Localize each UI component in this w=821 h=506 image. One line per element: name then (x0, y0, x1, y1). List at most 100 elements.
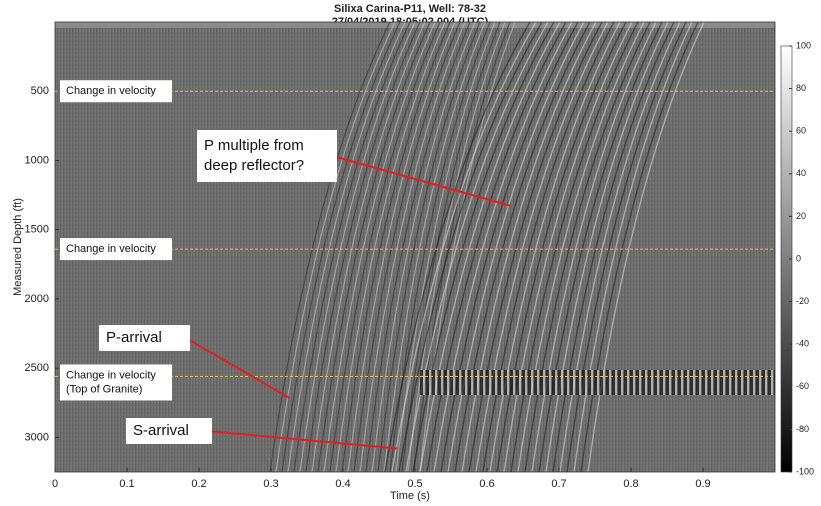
wavefront (371, 22, 476, 472)
wavefront (398, 22, 543, 472)
wavefront (545, 22, 669, 472)
colorbar-tick-label: -80 (796, 424, 809, 434)
colorbar-tick-label: -40 (796, 339, 809, 349)
wavefront (269, 22, 391, 472)
wavefront (384, 22, 531, 472)
wavefront (405, 22, 549, 472)
annotation-arrow (332, 155, 511, 207)
horizon-label-box (60, 364, 172, 401)
wavefront (524, 22, 651, 472)
wavefront (447, 22, 585, 472)
wavefront (461, 22, 597, 472)
wavefront (305, 22, 421, 472)
wavefront (419, 22, 561, 472)
wavefront (510, 22, 639, 472)
wavefront (482, 22, 615, 472)
wavefront (287, 22, 406, 472)
y-tick-label: 2500 (25, 362, 49, 374)
horizon-label: Change in velocity (66, 369, 156, 381)
wavefront (413, 22, 511, 472)
x-tick-label: 0.8 (623, 478, 638, 490)
wavefront (365, 22, 471, 472)
horizon-label: Change in velocity (66, 243, 156, 255)
y-tick-label: 2000 (25, 293, 49, 305)
colorbar-tick-label: 40 (796, 168, 806, 178)
annotation-text: P multiple from (204, 137, 304, 154)
wavefront (517, 22, 645, 472)
annotation-arrow (207, 430, 398, 450)
annotation-box (126, 418, 212, 444)
wavefront (559, 22, 681, 472)
y-axis-label: Measured Depth (ft) (12, 198, 24, 296)
wavefront (377, 22, 481, 472)
x-tick-label: 0.9 (695, 478, 710, 490)
chart-title: Silixa Carina-P11, Well: 78-32 (334, 3, 486, 15)
colorbar-tick-label: 100 (796, 40, 811, 50)
wavefront (538, 22, 663, 472)
wavefront (293, 22, 411, 472)
y-tick-label: 1000 (25, 154, 49, 166)
wavefront (401, 22, 501, 472)
colorbar-tick-label: 20 (796, 211, 806, 221)
x-tick-label: 0.4 (335, 478, 350, 490)
wavefront (299, 22, 416, 472)
y-tick-label: 500 (31, 85, 49, 97)
wavefront (275, 22, 396, 472)
wavefront (475, 22, 609, 472)
wavefront (347, 22, 456, 472)
horizon-label-box (60, 80, 172, 103)
colorbar-tick-label: -60 (796, 381, 809, 391)
annotation-text: deep reflector? (204, 157, 304, 174)
wavefront (359, 22, 466, 472)
annotation-arrow (185, 337, 291, 400)
wavefront (335, 22, 446, 472)
wavefront (329, 22, 441, 472)
x-tick-label: 0 (52, 478, 58, 490)
wavefront (426, 22, 567, 472)
wavefront (503, 22, 633, 472)
x-tick-label: 0.7 (551, 478, 566, 490)
wavefront (489, 22, 621, 472)
wavefront (407, 22, 506, 472)
wavefront (311, 22, 426, 472)
colorbar-tick-label: 60 (796, 126, 806, 136)
wavefront (468, 22, 603, 472)
colorbar-tick-label: -100 (796, 466, 814, 476)
horizon-label: Change in velocity (66, 85, 156, 97)
x-tick-label: 0.3 (263, 478, 278, 490)
wavefront (552, 22, 675, 472)
colorbar-tick-label: 0 (796, 253, 801, 263)
y-tick-label: 1500 (25, 224, 49, 236)
wavefront (454, 22, 591, 472)
x-tick-label: 0.6 (479, 478, 494, 490)
wavefront (383, 22, 486, 472)
wavefront (281, 22, 401, 472)
wavefront (531, 22, 657, 472)
annotation-text: S-arrival (133, 422, 189, 439)
x-tick-label: 0.1 (119, 478, 134, 490)
x-tick-label: 0.2 (191, 478, 206, 490)
wavefront (353, 22, 461, 472)
wavefront (566, 22, 687, 472)
horizon-label-box (60, 238, 172, 261)
horizon-label: (Top of Granite) (66, 383, 142, 395)
wavefront (440, 22, 579, 472)
wavefront (573, 22, 693, 472)
colorbar-tick-label: 80 (796, 83, 806, 93)
annotation-text: P-arrival (106, 329, 162, 346)
x-tick-label: 0.5 (407, 478, 422, 490)
seismic-image (55, 22, 775, 472)
wavefront (391, 22, 537, 472)
wavefront (580, 22, 699, 472)
wavefront (317, 22, 431, 472)
x-axis-label: Time (s) (390, 490, 430, 502)
wavefront (323, 22, 436, 472)
wavefront (587, 22, 705, 472)
annotation-box (197, 130, 337, 182)
y-tick-label: 3000 (25, 431, 49, 443)
annotation-box (99, 325, 190, 351)
granite-reflection (420, 370, 775, 395)
wavefront (496, 22, 627, 472)
wavefront (433, 22, 573, 472)
